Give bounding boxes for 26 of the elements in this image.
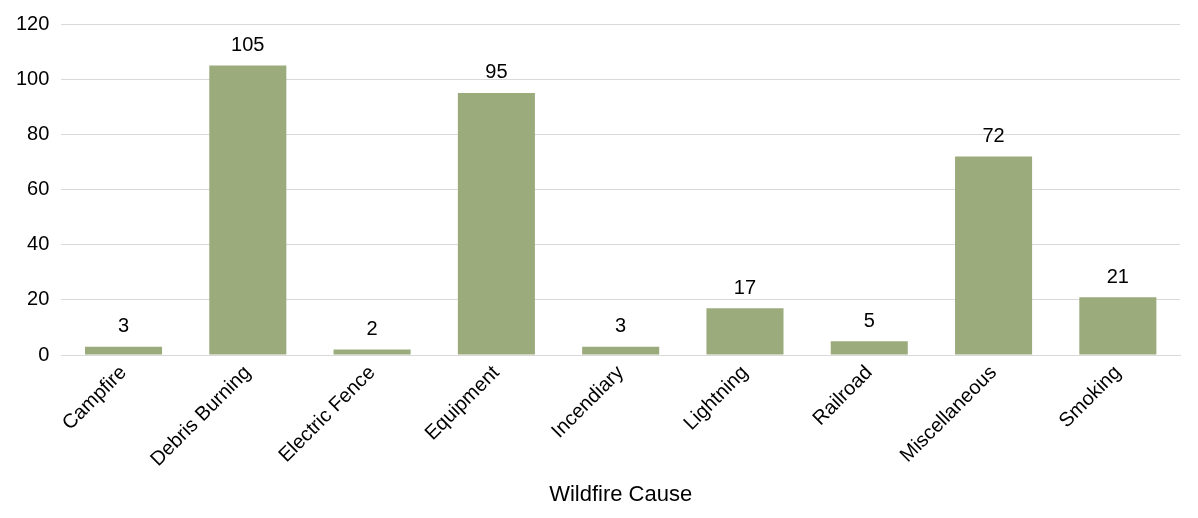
data-label: 95 — [485, 60, 508, 83]
y-tick-label: 120 — [15, 11, 50, 34]
data-label: 17 — [733, 275, 757, 298]
data-label: 3 — [615, 314, 627, 337]
y-tick-label: 80 — [27, 121, 50, 144]
bar — [333, 349, 411, 355]
bar — [582, 346, 660, 355]
y-tick-label: 60 — [27, 177, 50, 200]
y-tick-label: 40 — [27, 232, 50, 255]
bar — [457, 92, 535, 355]
data-label: 72 — [982, 123, 1005, 146]
data-label: 105 — [231, 32, 265, 55]
data-label: 3 — [117, 314, 130, 337]
x-axis-title: Wildfire Cause — [549, 480, 693, 506]
y-tick-label: 0 — [38, 342, 50, 365]
bar — [84, 346, 163, 355]
bar — [706, 308, 784, 355]
bar — [955, 156, 1033, 355]
data-label: 5 — [863, 308, 875, 331]
data-label: 21 — [1106, 264, 1129, 287]
data-label: 2 — [366, 317, 378, 340]
y-tick-label: 100 — [15, 66, 50, 89]
y-tick-label: 20 — [27, 287, 50, 310]
bar — [1079, 297, 1157, 355]
bar — [830, 341, 908, 355]
bar — [209, 65, 287, 355]
